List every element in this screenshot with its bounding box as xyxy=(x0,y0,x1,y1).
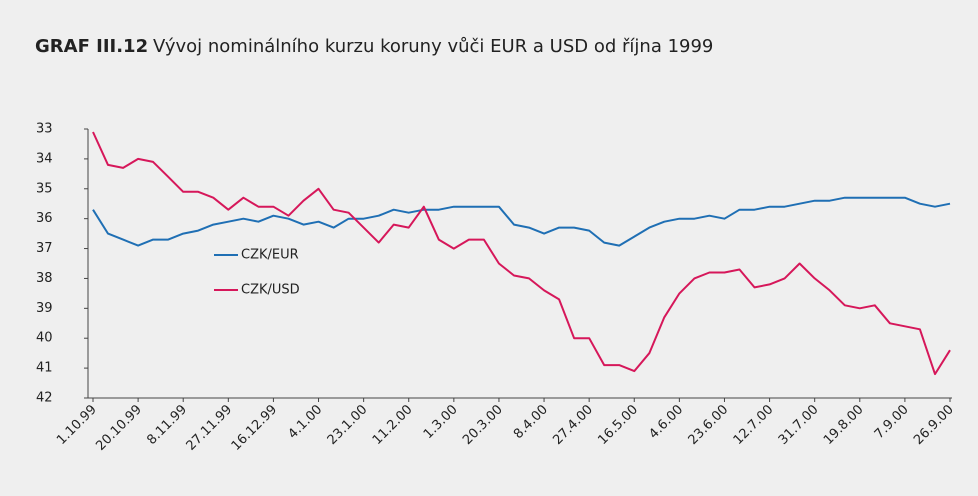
y-tick-label: 40 xyxy=(36,331,53,346)
y-tick-label: 34 xyxy=(36,151,53,166)
y-tick-label: 38 xyxy=(36,271,53,286)
chart-title: Vývoj nominálního kurzu koruny vůči EUR … xyxy=(153,36,713,57)
y-tick-label: 36 xyxy=(36,211,53,226)
legend-label: CZK/EUR xyxy=(241,248,299,263)
legend-label: CZK/USD xyxy=(241,283,300,298)
y-tick-label: 35 xyxy=(36,181,53,196)
y-tick-label: 37 xyxy=(36,241,53,256)
y-tick-label: 33 xyxy=(36,122,53,137)
y-tick-label: 42 xyxy=(36,391,53,406)
y-tick-label: 41 xyxy=(36,361,53,376)
y-tick-label: 39 xyxy=(36,301,53,316)
series-line xyxy=(92,131,951,376)
chart-label: GRAF III.12 xyxy=(35,36,148,57)
series-line xyxy=(92,196,951,247)
